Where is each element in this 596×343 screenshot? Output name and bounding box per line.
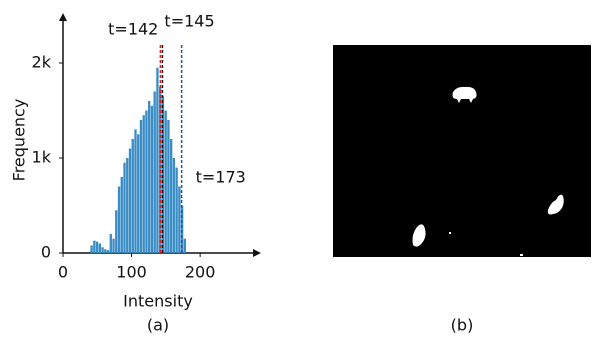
bar [129,149,131,254]
bar [164,111,166,254]
bar [121,177,123,253]
bar [148,101,150,253]
x-tick-label: 100 [116,263,147,282]
bar [110,234,112,253]
bar [175,168,177,254]
bar [156,68,158,253]
bar [145,111,147,254]
y-tick-label: 0 [41,243,51,262]
threshold-label: t=173 [196,168,246,187]
bar [118,187,120,254]
y-tick-label: 2k [32,53,52,72]
binary-image [333,45,591,257]
bar [104,249,106,253]
bar [170,139,172,253]
panel-label: (b) [451,316,474,335]
bar [93,241,95,253]
bar [126,158,128,253]
bar [151,106,153,253]
bar [134,130,136,254]
bar [90,245,92,253]
bar [115,210,117,253]
panel-label: (a) [147,316,169,335]
bar [99,244,101,254]
x-axis-label: Intensity [123,292,193,311]
bar [143,115,145,253]
bar [101,247,103,253]
bar [132,139,134,253]
bar [140,120,142,253]
threshold-label: t=142 [108,20,158,39]
bar [154,92,156,254]
bar [107,250,109,253]
bar [137,134,139,253]
y-tick-label: 1k [32,148,52,167]
bar [184,239,186,253]
bar [112,239,114,253]
bar [162,96,164,253]
y-axis-arrow [59,13,67,21]
x-tick-label: 0 [58,263,68,282]
figure: Intensity Frequency (a) (b) 0 1k 2k 0 100 200… [0,0,596,343]
x-tick-label: 200 [185,263,216,282]
x-axis-arrow [253,249,261,257]
bar [178,187,180,254]
threshold-label: t=145 [164,12,214,31]
bar [123,163,125,253]
bar [167,120,169,253]
bar [96,242,98,253]
y-axis-label: Frequency [10,99,29,182]
bar [173,158,175,253]
